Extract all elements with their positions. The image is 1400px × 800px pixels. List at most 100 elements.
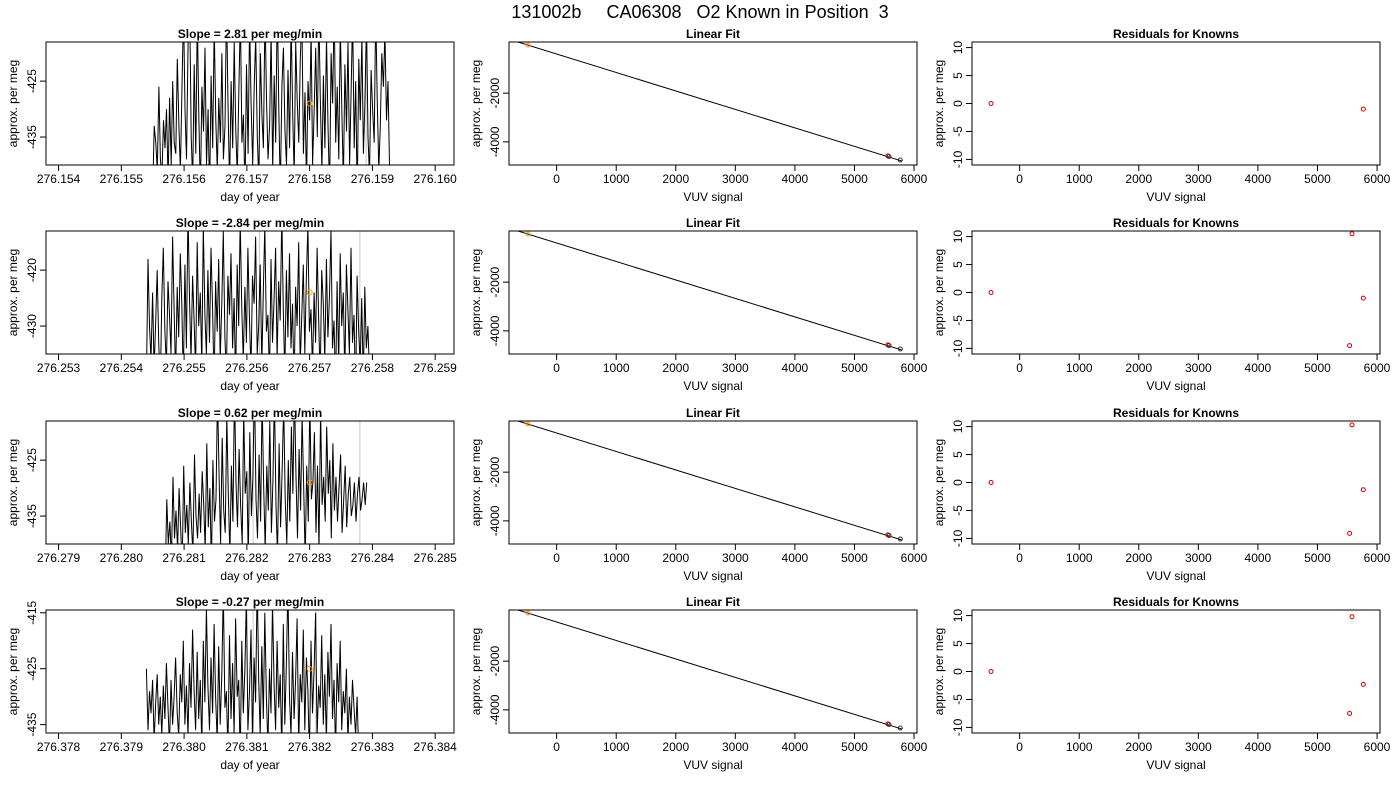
fit-line: [516, 610, 903, 730]
chart-title: Linear Fit: [686, 595, 740, 609]
x-tick-label: 6000: [901, 172, 928, 186]
x-axis-label: VUV signal: [1146, 379, 1205, 393]
y-tick-label: -425: [25, 448, 39, 472]
x-tick-label: 276.258: [351, 361, 395, 375]
data-point: [886, 342, 892, 348]
y-tick-label: -5: [951, 315, 965, 326]
x-tick-label: 276.158: [288, 172, 332, 186]
data-point: [897, 536, 903, 542]
data-point: [897, 725, 903, 731]
mean-marker: [306, 479, 313, 486]
x-tick-label: 0: [553, 740, 560, 754]
data-point: [1349, 422, 1355, 428]
x-axis-label: day of year: [220, 569, 279, 583]
x-axis-label: day of year: [220, 379, 279, 393]
data-point: [1360, 487, 1366, 493]
x-axis-label: VUV signal: [1146, 758, 1205, 772]
x-tick-label: 4000: [1245, 740, 1272, 754]
x-tick-label: 4000: [1245, 551, 1272, 565]
y-axis-label: approx. per meg: [932, 628, 946, 715]
chart-panel-3-3: Residuals for Knowns VUV signal approx. pe…: [932, 406, 1391, 583]
mean-marker: [306, 289, 313, 296]
chart-title: Slope = 0.62 per meg/min: [178, 406, 322, 420]
chart-panel-1-2: Linear Fit VUV signal approx. per meg 0 1000…: [469, 27, 928, 204]
plot-frame: [508, 230, 918, 355]
x-tick-label: 3000: [1185, 551, 1212, 565]
data-point: [897, 157, 903, 163]
chart-panel-2-1: Slope = -2.84 per meg/min day of year appr…: [6, 216, 457, 393]
x-tick-label: 6000: [1364, 172, 1391, 186]
y-tick-label: 0: [951, 100, 965, 107]
x-tick-label: 6000: [1364, 740, 1391, 754]
x-tick-label: 3000: [1185, 172, 1212, 186]
y-axis-label: approx. per meg: [932, 249, 946, 336]
x-tick-label: 6000: [1364, 361, 1391, 375]
x-tick-label: 4000: [782, 361, 809, 375]
y-axis-label: approx. per meg: [932, 439, 946, 526]
plot-area: [516, 421, 903, 542]
data-point: [1347, 343, 1353, 349]
x-tick-label: 276.384: [413, 740, 457, 754]
chart-panel-4-2: Linear Fit VUV signal approx. per meg 0 1000…: [469, 595, 928, 772]
y-tick-label: -2000: [488, 77, 502, 108]
series-line: [146, 231, 370, 354]
plot-frame: [508, 420, 918, 545]
data-point: [1360, 106, 1366, 112]
data-point: [988, 480, 994, 485]
chart-panel-3-1: Slope = 0.62 per meg/min day of year appro…: [6, 406, 457, 583]
x-axis-label: day of year: [220, 758, 279, 772]
plot-area: [145, 610, 359, 733]
x-tick-label: 6000: [901, 740, 928, 754]
mean-marker: [306, 100, 313, 107]
chart-panel-1-1: Slope = 2.81 per meg/min day of year appro…: [6, 27, 457, 204]
x-tick-label: 6000: [901, 551, 928, 565]
data-point: [886, 721, 892, 727]
plot-area: [516, 42, 903, 163]
y-tick-label: 0: [951, 668, 965, 675]
y-axis-label: approx. per meg: [469, 439, 483, 526]
y-tick-label: -425: [25, 69, 39, 93]
x-tick-label: 2000: [1125, 361, 1152, 375]
plot-frame: [508, 609, 918, 734]
x-tick-label: 276.284: [351, 551, 395, 565]
y-tick-label: 5: [951, 261, 965, 268]
y-axis-label: approx. per meg: [6, 249, 20, 336]
y-tick-label: 10: [951, 41, 965, 55]
data-point: [525, 231, 531, 237]
y-tick-label: 5: [951, 72, 965, 79]
x-tick-label: 2000: [662, 361, 689, 375]
y-tick-label: -415: [25, 600, 39, 624]
y-tick-label: -4000: [488, 694, 502, 725]
x-tick-label: 276.157: [225, 172, 269, 186]
plot-area: [152, 42, 391, 165]
y-tick-label: 10: [951, 609, 965, 623]
series-line: [145, 610, 359, 733]
y-tick-label: -2000: [488, 645, 502, 676]
data-point: [1347, 710, 1353, 716]
y-tick-label: -5: [951, 694, 965, 705]
chart-title: Linear Fit: [686, 216, 740, 230]
y-tick-label: -2000: [488, 266, 502, 297]
x-tick-label: 276.383: [351, 740, 395, 754]
x-axis-label: VUV signal: [683, 190, 742, 204]
x-tick-label: 2000: [1125, 740, 1152, 754]
x-tick-label: 276.154: [37, 172, 81, 186]
y-axis-label: approx. per meg: [469, 249, 483, 336]
y-tick-label: -10: [951, 718, 965, 736]
x-tick-label: 2000: [662, 740, 689, 754]
chart-panel-4-3: Residuals for Knowns VUV signal approx. pe…: [932, 595, 1391, 772]
x-tick-label: 5000: [1304, 740, 1331, 754]
series-line: [165, 421, 368, 544]
y-tick-label: 5: [951, 451, 965, 458]
y-tick-label: -430: [25, 314, 39, 338]
x-tick-label: 276.379: [100, 740, 144, 754]
chart-panel-3-2: Linear Fit VUV signal approx. per meg 0 1000…: [469, 406, 928, 583]
x-tick-label: 5000: [841, 172, 868, 186]
x-tick-label: 2000: [662, 551, 689, 565]
x-tick-label: 276.255: [162, 361, 206, 375]
x-tick-label: 3000: [722, 172, 749, 186]
x-tick-label: 1000: [603, 551, 630, 565]
x-axis-label: day of year: [220, 190, 279, 204]
y-tick-label: 10: [951, 420, 965, 434]
y-tick-label: -4000: [488, 315, 502, 346]
